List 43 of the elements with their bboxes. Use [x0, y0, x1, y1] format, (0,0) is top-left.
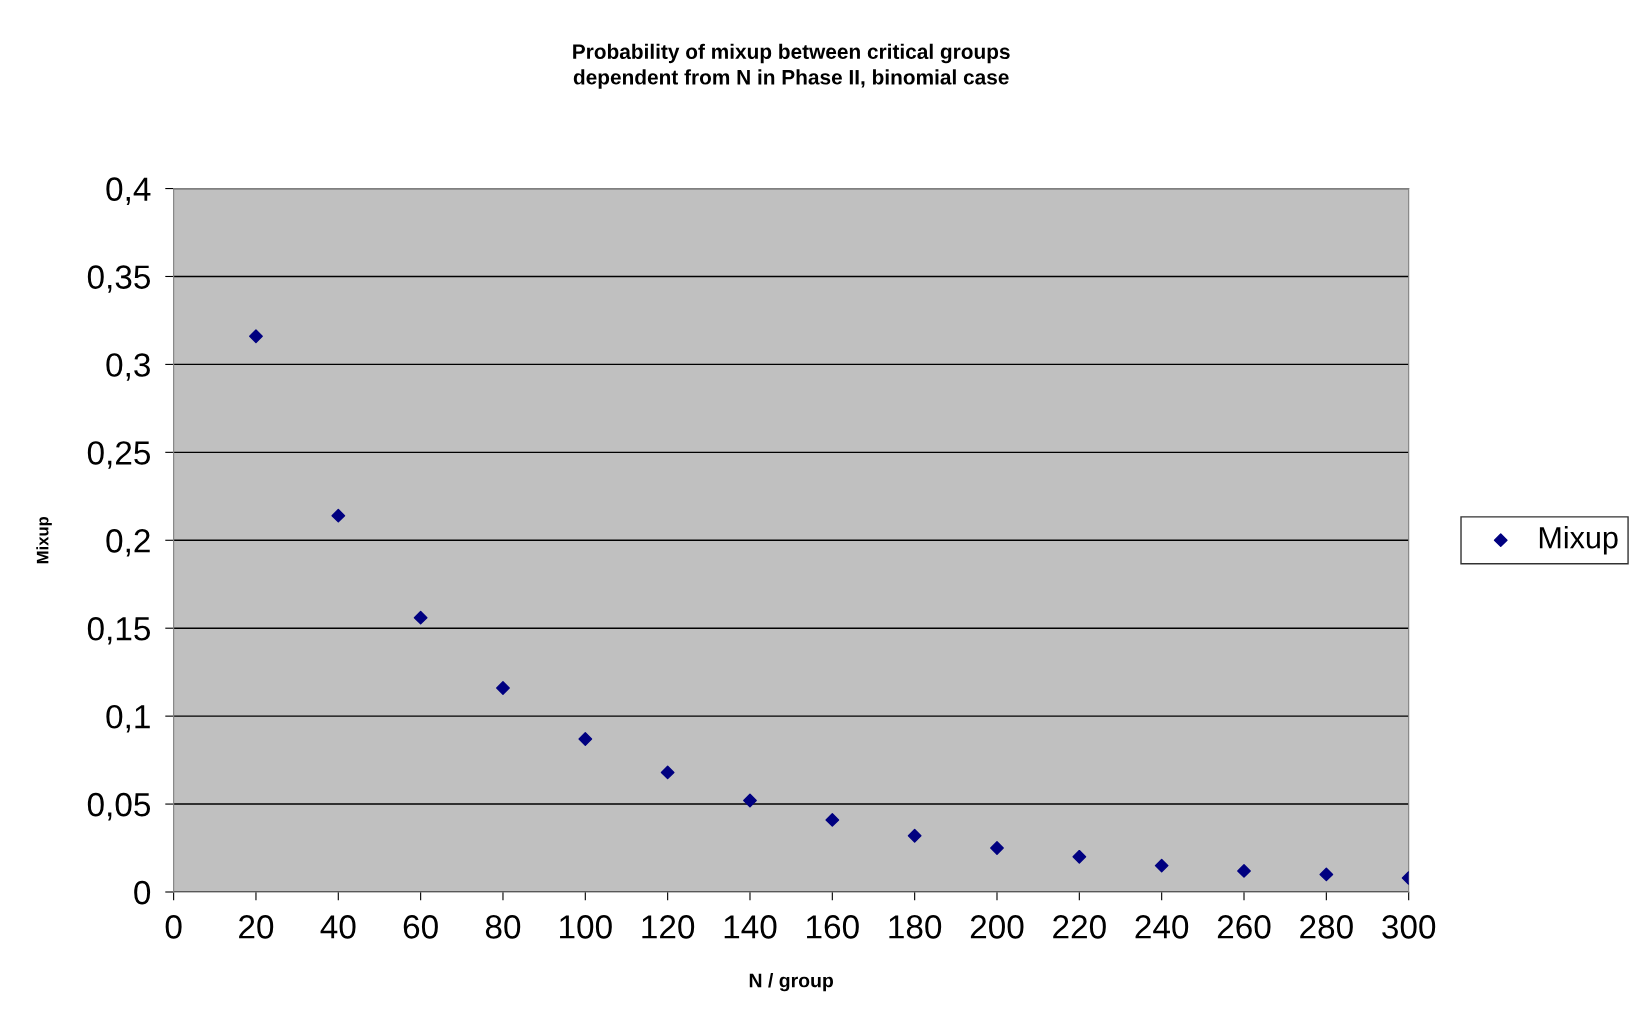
x-axis-title: N / group: [749, 973, 834, 992]
point: [1072, 849, 1087, 864]
point: [990, 841, 1004, 855]
point: [1237, 863, 1251, 878]
point: [578, 732, 593, 746]
x-tick-label: 80: [485, 915, 521, 939]
y-tick-label: 0,15: [87, 617, 151, 645]
point: [825, 812, 840, 827]
x-tick-label: 60: [403, 915, 438, 939]
y-tick-label: 0,4: [106, 177, 151, 205]
x-tick-label: 40: [320, 915, 356, 939]
x-tick-label: 240: [1135, 915, 1189, 939]
x-tick-label: 220: [1053, 915, 1106, 939]
x-tick-label: 0: [165, 915, 182, 939]
point: [907, 828, 922, 843]
x-tick-label: 260: [1217, 915, 1271, 939]
y-tick-label: 0,25: [87, 441, 151, 469]
point: [1154, 858, 1169, 873]
x-tick-label: 100: [560, 915, 612, 939]
y-tick-label: 0,3: [106, 353, 150, 381]
point: [331, 508, 346, 523]
point: [1319, 867, 1334, 882]
point: [660, 765, 675, 780]
point: [496, 681, 510, 695]
y-tick-label: 0,35: [87, 265, 151, 293]
y-axis-title: Mixup: [36, 516, 52, 564]
x-tick-label: 200: [970, 915, 1024, 939]
x-tick-label: 140: [724, 915, 777, 939]
x-tick-label: 160: [807, 915, 859, 939]
point: [413, 610, 428, 625]
x-tick-label: 300: [1382, 915, 1436, 939]
y-tick-label: 0: [134, 880, 151, 905]
x-tick-label: 20: [239, 915, 274, 939]
x-tick-label: 120: [642, 915, 695, 939]
point: [249, 329, 263, 344]
legend-label: Mixup: [1539, 526, 1618, 555]
y-tick-label: 0,1: [106, 704, 150, 733]
y-tick-label: 0,05: [87, 792, 151, 821]
y-tick-label: 0,2: [106, 529, 150, 557]
x-tick-label: 180: [889, 915, 942, 939]
chart-title: Probability of mixup between critical groups dependent from N in Phase II, binomial case: [573, 43, 1010, 89]
x-tick-label: 280: [1300, 915, 1353, 939]
point: [743, 793, 757, 808]
